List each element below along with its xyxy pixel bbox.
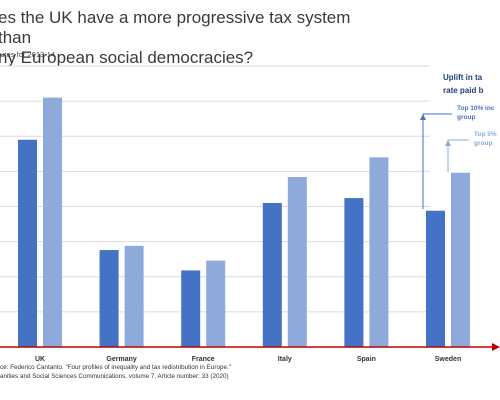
legend-title-line2: rate paid b [443,86,484,95]
x-axis-arrowhead [492,343,500,351]
x-tick-labels: UK Germany France Italy Spain Sweden [35,356,461,363]
bar-spain-series-2 [369,157,389,347]
bar-germany-series-1 [99,250,119,347]
source-note: ce: Federico Cantanto. "Four profiles of… [0,363,231,381]
x-tick-label-spain: Spain [357,356,376,363]
bar-sweden-series-1 [426,210,445,347]
legend-dark-label-line2: group [457,114,475,121]
bar-uk-series-2 [43,97,62,347]
bar-france-series-2 [206,260,226,347]
source-line-1: ce: Federico Cantanto. "Four profiles of… [0,364,231,371]
chart-subtitle: ures for 2013-14 [0,50,56,59]
legend-light-label-line2: group [474,140,492,147]
x-tick-label-germany: Germany [106,356,136,363]
x-tick-label-italy: Italy [278,356,292,363]
legend-light-connector [447,139,469,172]
bar-sweden-series-2 [451,172,470,347]
x-tick-label-france: France [192,356,215,363]
bar-italy-series-2 [287,176,307,347]
bar-germany-series-2 [124,245,144,347]
legend-light-arrowhead [445,140,451,146]
bar-uk-series-1 [18,139,37,347]
legend: Uplift in ta rate paid b Top 10% inc gro… [420,73,497,209]
legend-light-label-line1: Top 5% [474,131,497,138]
x-tick-label-uk: UK [35,356,45,363]
legend-title-line1: Uplift in ta [443,73,483,82]
legend-dark-label-line1: Top 10% inc [457,105,495,112]
bars [18,97,470,347]
legend-dark-arrowhead [420,114,426,120]
x-tick-label-sweden: Sweden [435,356,461,363]
chart-title: es the UK have a more progressive tax sy… [0,8,351,67]
bar-france-series-1 [181,270,201,347]
bar-italy-series-1 [262,202,282,347]
bar-spain-series-1 [344,198,364,347]
source-line-2: anities and Social Sciences Communicatio… [0,373,229,380]
